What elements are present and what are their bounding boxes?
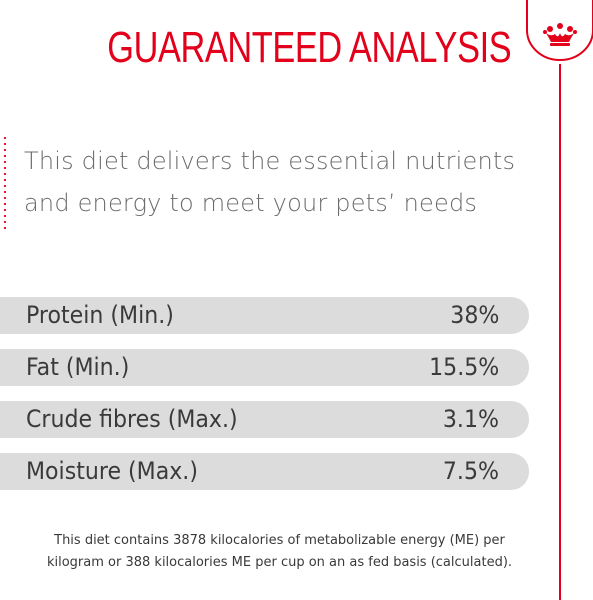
analysis-row-crude-fibres: Crude fibres (Max.) 3.1% xyxy=(0,401,529,438)
nutrient-label: Moisture (Max.) xyxy=(26,457,198,485)
nutrient-value: 7.5% xyxy=(442,457,499,485)
analysis-row-protein: Protein (Min.) 38% xyxy=(0,297,529,334)
intro-text: This diet delivers the essential nutrien… xyxy=(24,140,544,224)
analysis-row-fat: Fat (Min.) 15.5% xyxy=(0,349,529,386)
nutrient-value: 38% xyxy=(449,301,499,329)
footnote-line: kilogram or 388 kilocalories ME per cup … xyxy=(46,555,513,570)
nutrient-value: 15.5% xyxy=(428,353,499,381)
analysis-row-moisture: Moisture (Max.) 7.5% xyxy=(0,453,529,490)
analysis-table: Protein (Min.) 38% Fat (Min.) 15.5% Crud… xyxy=(0,297,529,505)
nutrient-value: 3.1% xyxy=(442,405,499,433)
page-title: GUARANTEED ANALYSIS xyxy=(107,23,512,72)
intro-line: This diet delivers the essential nutrien… xyxy=(24,147,516,175)
crown-icon xyxy=(525,0,593,64)
nutrient-label: Fat (Min.) xyxy=(26,353,130,381)
brand-badge xyxy=(525,0,593,64)
calorie-footnote: This diet contains 3878 kilocalories of … xyxy=(0,530,559,574)
right-divider-line xyxy=(559,0,561,600)
footnote-line: This diet contains 3878 kilocalories of … xyxy=(54,533,505,548)
left-dotted-accent xyxy=(4,135,6,229)
intro-line: and energy to meet your pets’ needs xyxy=(24,189,478,217)
nutrient-label: Protein (Min.) xyxy=(26,301,174,329)
nutrient-label: Crude fibres (Max.) xyxy=(26,405,238,433)
